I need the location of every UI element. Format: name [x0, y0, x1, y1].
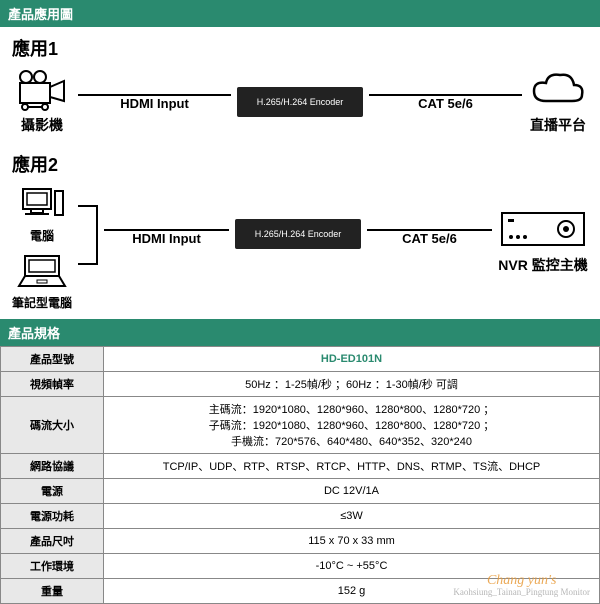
nvr-icon — [498, 209, 588, 251]
diagram-header: 產品應用圖 — [0, 0, 600, 27]
application-1: 應用1 攝影機 HDMI Input H.265/H.264 Encoder C… — [0, 27, 600, 143]
app1-title: 應用1 — [12, 35, 588, 61]
cloud-label: 直播平台 — [530, 115, 586, 135]
app1-cat: CAT 5e/6 — [369, 96, 522, 111]
spec-value: 115 x 70 x 33 mm — [104, 529, 600, 554]
app2-cat: CAT 5e/6 — [367, 231, 492, 246]
cloud-icon — [528, 69, 588, 111]
spec-value: 50Hz ：1-25幀/秒 ；60Hz ：1-30幀/秒 可調 — [104, 372, 600, 397]
camera-label: 攝影機 — [21, 115, 63, 135]
spec-value: TCP/IP、UDP、RTP、RTSP、RTCP、HTTP、DNS、RTMP、T… — [104, 454, 600, 479]
spec-value: ≤3W — [104, 504, 600, 529]
laptop-icon — [15, 252, 69, 290]
spec-key: 碼流大小 — [1, 397, 104, 454]
application-2: 應用2 電腦 筆記型電腦 — [0, 143, 600, 319]
spec-value: 主碼流：1920*1080、1280*960、1280*800、1280*720… — [104, 397, 600, 454]
app2-title: 應用2 — [12, 151, 588, 177]
specs-table: 產品型號HD-ED101N視頻幀率50Hz ：1-25幀/秒 ；60Hz ：1-… — [0, 346, 600, 604]
spec-value: DC 12V/1A — [104, 479, 600, 504]
spec-key: 電源功耗 — [1, 504, 104, 529]
spec-key: 工作環境 — [1, 554, 104, 579]
app2-hdmi: HDMI Input — [104, 231, 229, 246]
app2-encoder: H.265/H.264 Encoder — [235, 219, 361, 249]
watermark: Chang yun's Kaohsiung_Tainan_Pingtung Mo… — [453, 573, 590, 598]
spec-key: 產品型號 — [1, 347, 104, 372]
spec-key: 網路協議 — [1, 454, 104, 479]
pc-icon — [17, 185, 67, 223]
spec-value: HD-ED101N — [104, 347, 600, 372]
spec-key: 產品尺吋 — [1, 529, 104, 554]
spec-key: 電源 — [1, 479, 104, 504]
app1-hdmi: HDMI Input — [78, 96, 231, 111]
spec-key: 視頻幀率 — [1, 372, 104, 397]
pc-label: 電腦 — [30, 227, 54, 244]
specs-header: 產品規格 — [0, 319, 600, 346]
app1-encoder: H.265/H.264 Encoder — [237, 87, 363, 117]
laptop-label: 筆記型電腦 — [12, 294, 72, 311]
camera-icon — [12, 69, 72, 111]
nvr-label: NVR 監控主機 — [498, 255, 587, 275]
